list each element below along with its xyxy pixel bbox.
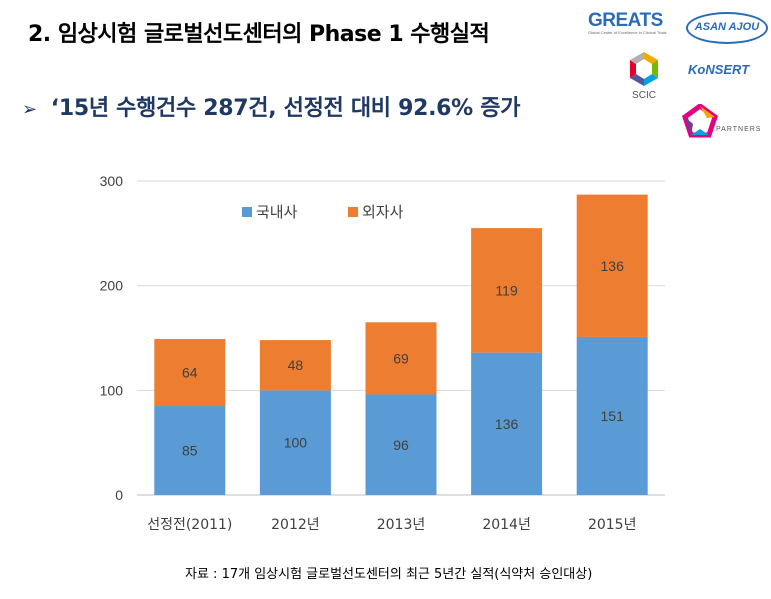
data-label: 136 [601, 258, 625, 274]
bar-segment [259, 340, 331, 391]
bar-segment [154, 339, 226, 407]
data-label: 100 [284, 435, 308, 451]
data-label: 136 [495, 416, 519, 432]
konsert-logo-text: KoNSERT [688, 62, 750, 77]
y-tick-label: 200 [100, 278, 124, 294]
x-tick-label: 2012년 [271, 517, 320, 533]
bar-segment [576, 194, 648, 337]
arrow-bullet-icon: ➢ [22, 99, 37, 120]
bar-segment [576, 336, 648, 495]
x-tick-label: 2013년 [377, 517, 426, 533]
data-label: 96 [393, 437, 409, 453]
source-note: 자료 : 17개 임상시험 글로벌선도센터의 최근 5년간 실적(식약처 승인대… [185, 567, 593, 582]
x-tick-label: 2015년 [588, 517, 637, 533]
x-tick-label: 2014년 [482, 517, 531, 533]
y-tick-label: 0 [115, 487, 123, 503]
subtitle: ➢ ‘15년 수행건수 287건, 선정전 대비 92.6% 증가 [22, 90, 520, 122]
legend-swatch [348, 207, 358, 217]
data-label: 85 [182, 443, 198, 459]
data-label: 64 [182, 365, 198, 381]
bar-segment [471, 228, 543, 353]
partner-logos: GREATS Global Center of Excellence in Cl… [580, 4, 771, 144]
partners-emblem-icon [682, 102, 718, 138]
data-label: 69 [393, 350, 409, 366]
bar-segment [365, 322, 437, 395]
partners-logo-text: PARTNERS [716, 126, 762, 133]
legend-swatch [242, 207, 252, 217]
data-label: 151 [601, 408, 625, 424]
partners-logo: PARTNERS [682, 102, 762, 144]
asan-ajou-logo: ASAN AJOU [686, 12, 768, 44]
konsert-logo: KoNSERT [688, 62, 749, 77]
scic-emblem-icon [630, 52, 658, 86]
greats-logo: GREATS Global Center of Excellence in Cl… [588, 10, 666, 35]
bar-segment [259, 390, 331, 495]
legend-label: 국내사 [256, 203, 298, 221]
bar-segment [471, 352, 543, 495]
subtitle-text: ‘15년 수행건수 287건, 선정전 대비 92.6% 증가 [50, 96, 521, 121]
data-label: 119 [495, 282, 518, 298]
data-label: 48 [288, 357, 304, 373]
scic-logo-text: SCIC [632, 90, 656, 101]
y-tick-label: 100 [100, 382, 124, 398]
greats-logo-text: GREATS [588, 10, 663, 31]
bar-segment [154, 406, 226, 495]
y-tick-label: 300 [100, 173, 124, 189]
legend-label: 외자사 [362, 203, 404, 221]
greats-logo-subtext: Global Center of Excellence in Clinical … [588, 30, 667, 35]
page-title: 2. 임상시험 글로벌선도센터의 Phase 1 수행실적 [28, 22, 490, 47]
x-tick-label: 선정전(2011) [147, 517, 232, 533]
scic-logo: SCIC [624, 50, 664, 110]
bar-segment [365, 394, 437, 495]
